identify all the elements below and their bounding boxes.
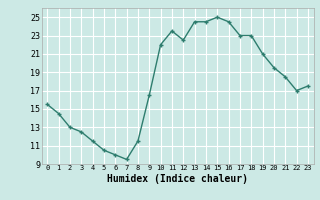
X-axis label: Humidex (Indice chaleur): Humidex (Indice chaleur) (107, 174, 248, 184)
